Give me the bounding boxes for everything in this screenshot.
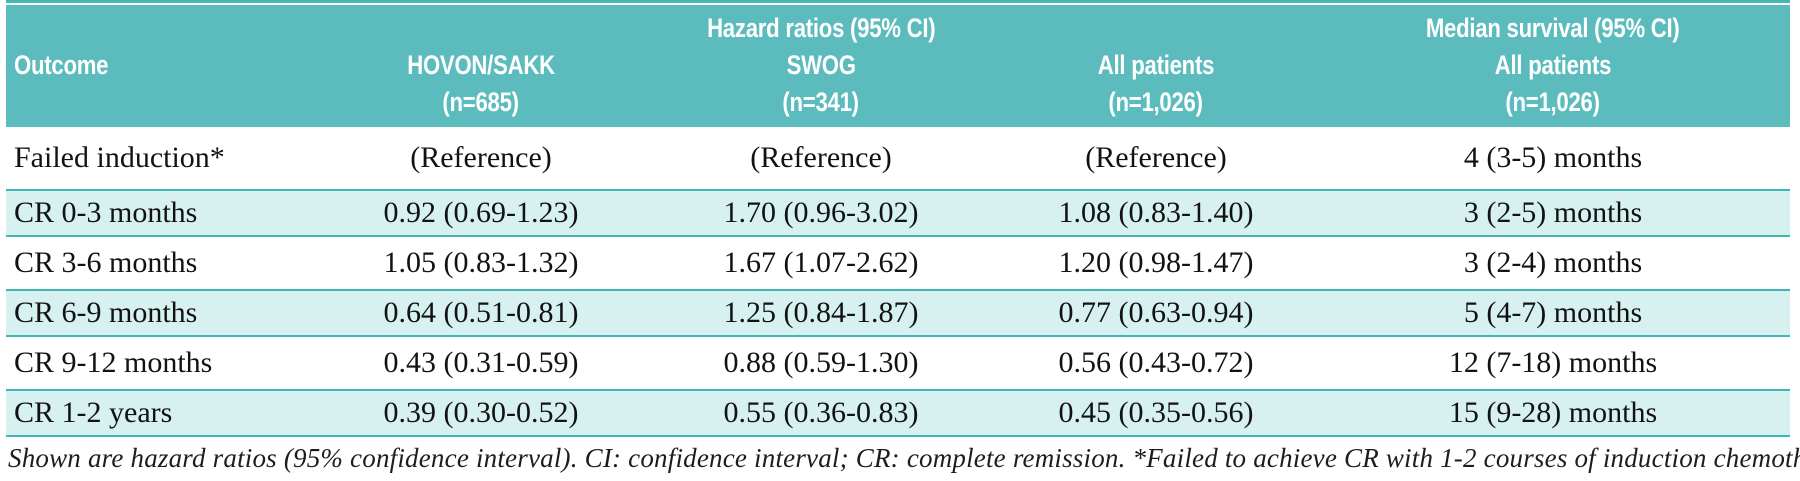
header-cell-median-survival: Median survival (95% CI) All patients (n… (1316, 9, 1790, 121)
header-hovon-name: HOVON/SAKK (407, 50, 555, 80)
header-cell-swog: Hazard ratios (95% CI) SWOG (n=341) (646, 9, 996, 121)
header-hovon-n: (n=685) (442, 87, 520, 117)
row-median-value: 3 (2-5) months (1463, 196, 1643, 229)
row-outcome: CR 9-12 months (14, 346, 213, 379)
row-outcome: Failed induction* (14, 141, 225, 174)
header-swog-n: (n=341) (782, 87, 860, 117)
row-outcome: CR 3-6 months (14, 246, 198, 279)
table-row-cr-6-9: CR 6-9 months 0.64 (0.51-0.81) 1.25 (0.8… (6, 289, 1790, 337)
row-median-value: 5 (4-7) months (1463, 296, 1643, 329)
header-cell-all-patients: All patients (n=1,026) (996, 9, 1316, 121)
header-group-title: Hazard ratios (95% CI) (706, 13, 936, 43)
row-outcome: CR 1-2 years (14, 396, 173, 429)
table-row-cr-1-2-years: CR 1-2 years 0.39 (0.30-0.52) 0.55 (0.36… (6, 389, 1790, 437)
row-outcome: CR 0-3 months (14, 196, 198, 229)
table-footnote: Shown are hazard ratios (95% confidence … (8, 443, 1800, 473)
row-swog-value: 0.88 (0.59-1.30) (723, 346, 919, 379)
row-all-value: 1.08 (0.83-1.40) (1058, 196, 1254, 229)
row-swog-value: (Reference) (750, 141, 892, 174)
row-all-value: 0.77 (0.63-0.94) (1058, 296, 1254, 329)
table-header-band: Outcome HOVON/SAKK (n=685) Hazard ratios… (6, 5, 1790, 127)
row-all-value: (Reference) (1085, 141, 1227, 174)
header-cell-hovon: HOVON/SAKK (n=685) (316, 9, 646, 121)
row-outcome: CR 6-9 months (14, 296, 198, 329)
header-median-n: (n=1,026) (1505, 87, 1601, 117)
row-hovon-value: 0.39 (0.30-0.52) (383, 396, 579, 429)
header-median-name: All patients (1494, 50, 1612, 80)
header-swog-name: SWOG (786, 50, 856, 80)
header-median-title: Median survival (95% CI) (1426, 13, 1680, 43)
row-all-value: 0.45 (0.35-0.56) (1058, 396, 1254, 429)
row-median-value: 15 (9-28) months (1448, 396, 1658, 429)
header-all-name: All patients (1097, 50, 1215, 80)
row-median-value: 4 (3-5) months (1463, 141, 1643, 174)
row-median-value: 3 (2-4) months (1463, 246, 1643, 279)
row-hovon-value: (Reference) (410, 141, 552, 174)
row-median-value: 12 (7-18) months (1448, 346, 1658, 379)
row-swog-value: 0.55 (0.36-0.83) (723, 396, 919, 429)
header-outcome-label: Outcome (14, 50, 109, 80)
row-all-value: 1.20 (0.98-1.47) (1058, 246, 1254, 279)
row-swog-value: 1.70 (0.96-3.02) (723, 196, 919, 229)
row-hovon-value: 1.05 (0.83-1.32) (383, 246, 579, 279)
table-row-cr-3-6: CR 3-6 months 1.05 (0.83-1.32) 1.67 (1.0… (6, 237, 1790, 289)
row-swog-value: 1.25 (0.84-1.87) (723, 296, 919, 329)
row-all-value: 0.56 (0.43-0.72) (1058, 346, 1254, 379)
table-top-rule (6, 0, 1790, 3)
row-swog-value: 1.67 (1.07-2.62) (723, 246, 919, 279)
row-hovon-value: 0.43 (0.31-0.59) (383, 346, 579, 379)
table-row-failed-induction: Failed induction* (Reference) (Reference… (6, 127, 1790, 189)
row-hovon-value: 0.92 (0.69-1.23) (383, 196, 579, 229)
header-all-n: (n=1,026) (1108, 87, 1204, 117)
table-row-cr-9-12: CR 9-12 months 0.43 (0.31-0.59) 0.88 (0.… (6, 337, 1790, 389)
header-cell-outcome: Outcome (6, 9, 316, 121)
table-row-cr-0-3: CR 0-3 months 0.92 (0.69-1.23) 1.70 (0.9… (6, 189, 1790, 237)
row-hovon-value: 0.64 (0.51-0.81) (383, 296, 579, 329)
